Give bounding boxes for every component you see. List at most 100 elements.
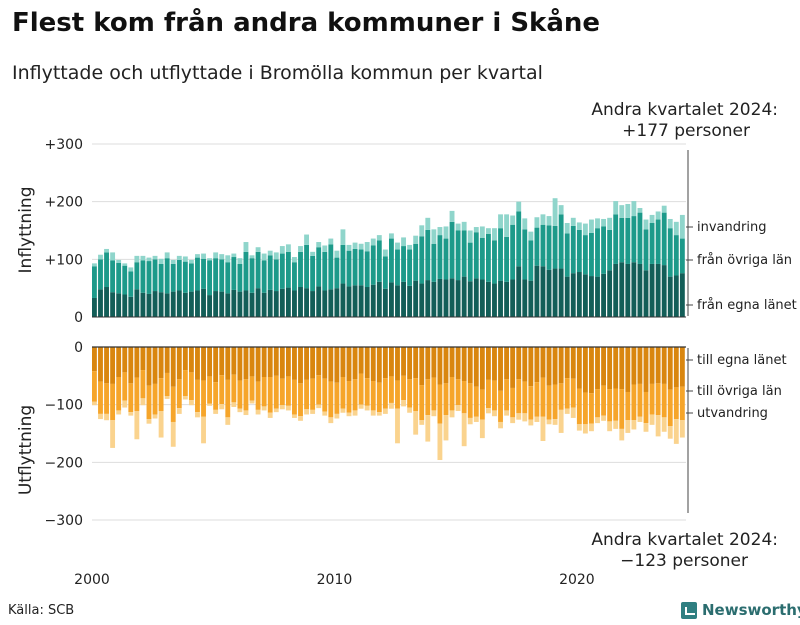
- bar-in: [304, 244, 309, 289]
- bar-out: [207, 376, 213, 404]
- bar-in: [413, 235, 419, 244]
- bar-in: [455, 280, 461, 317]
- y-tick-label-in: +300: [45, 137, 83, 153]
- bar-in: [358, 249, 364, 286]
- bar-out: [146, 419, 152, 424]
- bar-out: [655, 347, 661, 384]
- bar-in: [528, 231, 534, 241]
- bar-out: [667, 347, 673, 390]
- bar-in: [370, 284, 376, 317]
- bar-out: [449, 410, 455, 418]
- bar-out: [285, 347, 291, 377]
- bar-in: [485, 228, 491, 234]
- bar-in: [92, 297, 97, 317]
- bar-in: [176, 259, 182, 291]
- bar-out: [389, 402, 394, 409]
- bar-in: [255, 288, 261, 317]
- bar-out: [479, 389, 485, 420]
- bar-out: [498, 421, 503, 429]
- bar-in: [116, 293, 122, 317]
- bar-in: [322, 251, 328, 291]
- bar-in: [219, 259, 225, 292]
- bar-out: [425, 347, 431, 380]
- bar-in: [358, 285, 364, 317]
- bar-in: [534, 227, 540, 266]
- bar-out: [637, 383, 643, 417]
- bar-in: [231, 289, 237, 317]
- bar-in: [346, 286, 352, 317]
- bar-in: [370, 245, 376, 285]
- bar-in: [473, 227, 479, 233]
- bar-out: [589, 393, 594, 424]
- bar-in: [449, 210, 455, 222]
- y-tick-label-out: −100: [45, 398, 83, 414]
- bar-out: [316, 375, 322, 405]
- bar-in: [431, 281, 437, 317]
- bar-out: [395, 347, 400, 381]
- bar-out: [492, 347, 497, 381]
- bar-out: [364, 378, 370, 406]
- bar-in: [352, 248, 358, 286]
- bar-in: [98, 289, 103, 317]
- bar-in: [546, 216, 552, 226]
- bar-in: [576, 222, 582, 230]
- bar-out: [188, 347, 194, 373]
- bar-out: [370, 410, 376, 416]
- bar-in: [334, 288, 340, 317]
- bar-out: [310, 347, 316, 379]
- bar-in: [510, 224, 516, 280]
- bar-out: [225, 417, 231, 425]
- bar-out: [419, 347, 425, 386]
- bar-out: [128, 347, 134, 384]
- bar-in: [316, 242, 322, 248]
- bar-in: [249, 255, 255, 259]
- bar-in: [322, 290, 328, 317]
- legend-label-out: till egna länet: [697, 353, 787, 368]
- bar-in: [140, 260, 146, 293]
- bar-in: [201, 288, 206, 317]
- bar-out: [534, 382, 540, 417]
- bar-out: [449, 347, 455, 377]
- bar-in: [425, 229, 431, 281]
- bar-in: [213, 291, 219, 317]
- bar-out: [492, 380, 497, 411]
- bar-out: [158, 347, 164, 379]
- bar-in: [570, 273, 576, 317]
- bar-in: [631, 262, 637, 317]
- bar-out: [255, 381, 261, 410]
- bar-in: [110, 252, 116, 261]
- bar-in: [473, 278, 479, 317]
- bar-out: [564, 347, 570, 379]
- bar-in: [413, 280, 419, 317]
- bar-in: [219, 254, 225, 260]
- bar-in: [540, 214, 546, 225]
- bar-in: [498, 228, 503, 281]
- bar-out: [104, 413, 109, 421]
- bar-in: [188, 263, 194, 292]
- bar-out: [170, 386, 176, 422]
- bar-out: [619, 347, 625, 390]
- bar-out: [382, 408, 388, 414]
- bar-out: [419, 385, 425, 421]
- bar-in: [485, 281, 491, 317]
- bar-out: [485, 347, 491, 380]
- bar-out: [382, 378, 388, 409]
- bar-in: [540, 266, 546, 317]
- bar-out: [552, 419, 558, 425]
- bar-out: [340, 376, 346, 409]
- bar-out: [558, 347, 564, 384]
- bar-out: [655, 383, 661, 416]
- bar-in: [570, 225, 576, 274]
- bar-out: [176, 379, 182, 409]
- bar-out: [601, 385, 606, 416]
- bar-in: [237, 263, 243, 292]
- bar-out: [140, 398, 146, 406]
- bar-out: [322, 347, 328, 379]
- bar-out: [116, 347, 122, 377]
- bar-in: [292, 257, 297, 263]
- bar-in: [104, 248, 109, 253]
- bar-out: [498, 347, 503, 391]
- bar-in: [243, 290, 249, 317]
- bar-out: [340, 347, 346, 377]
- bar-out: [625, 347, 631, 392]
